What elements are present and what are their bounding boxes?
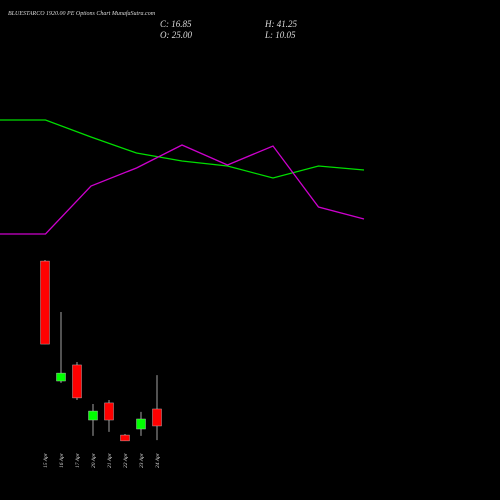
candle-body [120, 434, 130, 442]
open-label: O: 25.00 [160, 30, 192, 40]
candle-body [40, 260, 50, 345]
chart-title: BLUESTARCO 1920.00 PE Options Chart Muna… [8, 10, 156, 17]
line-series [0, 144, 365, 235]
x-tick-label: 16 Apr [59, 452, 65, 468]
line-series [0, 119, 365, 179]
x-tick-label: 22 Apr [123, 452, 129, 468]
candle-body [88, 410, 98, 421]
candle-body [56, 372, 66, 382]
candle-body [104, 402, 114, 421]
close-label: C: 16.85 [160, 19, 192, 29]
high-label: H: 41.25 [264, 19, 297, 29]
x-tick-label: 24 Apr [154, 452, 161, 468]
low-label: L: 10.05 [264, 30, 296, 40]
x-tick-label: 20 Apr [91, 452, 97, 468]
candle-body [136, 418, 146, 430]
x-tick-label: 17 Apr [75, 452, 81, 468]
x-tick-label: 23 Apr [139, 452, 145, 468]
candle-body [72, 364, 82, 399]
candle-body [152, 408, 162, 427]
x-tick-label: 15 Apr [43, 452, 49, 468]
x-tick-label: 21 Apr [107, 452, 113, 468]
